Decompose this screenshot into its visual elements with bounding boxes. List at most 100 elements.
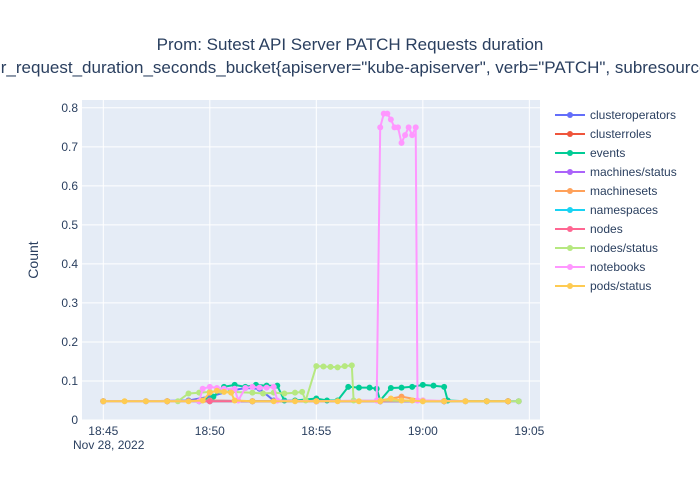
legend-label: clusterroles [590, 127, 651, 141]
data-point-pods-status [505, 398, 512, 405]
data-point-pods-status [409, 397, 416, 404]
legend-swatch-marker [567, 283, 573, 289]
legend-item-nodes-status[interactable]: nodes/status [555, 241, 658, 255]
legend-swatch-marker [567, 188, 573, 194]
data-point-nodes-status [299, 388, 306, 395]
data-point-notebooks [409, 132, 416, 139]
y-tick-label: 0.2 [61, 335, 78, 349]
data-point-events [210, 393, 217, 400]
data-point-notebooks [387, 116, 394, 123]
legend-label: machines/status [590, 165, 677, 179]
series-pods-status [100, 387, 512, 405]
x-tick-label: 19:00 [408, 424, 438, 438]
data-point-notebooks [249, 383, 256, 390]
data-point-pods-status [221, 388, 228, 395]
legend-swatch-marker [567, 226, 573, 232]
data-point-nodes-status [341, 363, 348, 370]
data-point-notebooks [206, 383, 213, 390]
y-tick-label: 0.4 [61, 257, 78, 271]
legend-label: pods/status [590, 279, 651, 293]
data-point-notebooks [231, 385, 238, 392]
data-point-notebooks [256, 384, 263, 391]
chart-subtitle: apiserver_request_duration_seconds_bucke… [0, 58, 700, 77]
legend-item-clusteroperators[interactable]: clusteroperators [555, 108, 676, 122]
y-tick-label: 0.7 [61, 140, 78, 154]
data-point-notebooks [402, 132, 409, 139]
data-point-notebooks [263, 384, 270, 391]
data-point-notebooks [394, 124, 401, 131]
data-point-pods-status [377, 398, 384, 405]
y-tick-label: 0.8 [61, 101, 78, 115]
legend[interactable]: clusteroperators clusterroles events machin… [555, 108, 677, 293]
y-tick-label: 0.5 [61, 218, 78, 232]
legend-item-notebooks[interactable]: notebooks [555, 260, 645, 274]
legend-label: nodes [590, 222, 623, 236]
data-point-notebooks [405, 124, 412, 131]
y-tick-label: 0.1 [61, 374, 78, 388]
data-point-nodes-status [185, 390, 192, 397]
plot-area [82, 100, 540, 420]
legend-item-pods-status[interactable]: pods/status [555, 279, 651, 293]
data-point-nodes [206, 398, 213, 405]
data-point-nodes-status [320, 363, 327, 370]
legend-label: notebooks [590, 260, 645, 274]
data-point-pods-status [249, 398, 256, 405]
data-point-nodes-status [334, 364, 341, 371]
data-point-pods-status [398, 397, 405, 404]
data-point-pods-status [483, 398, 490, 405]
data-point-events [345, 383, 352, 390]
data-point-pods-status [270, 398, 277, 405]
data-point-pods-status [164, 398, 171, 405]
data-point-notebooks [377, 124, 384, 131]
data-point-notebooks [199, 385, 206, 392]
data-point-notebooks [412, 124, 419, 131]
series-layer [100, 110, 522, 405]
legend-item-clusterroles[interactable]: clusterroles [555, 127, 651, 141]
legend-item-namespaces[interactable]: namespaces [555, 203, 658, 217]
data-point-notebooks [398, 139, 405, 146]
y-tick-label: 0 [71, 413, 78, 427]
legend-item-events[interactable]: events [555, 146, 625, 160]
data-point-events [355, 384, 362, 391]
data-point-notebooks [270, 383, 277, 390]
legend-label: clusteroperators [590, 108, 676, 122]
x-tick-label: 19:05 [514, 424, 544, 438]
legend-swatch-marker [567, 169, 573, 175]
x-axis-date-label: Nov 28, 2022 [73, 438, 145, 452]
legend-label: events [590, 146, 625, 160]
legend-item-machinesets[interactable]: machinesets [555, 184, 657, 198]
data-point-events [441, 383, 448, 390]
y-tick-label: 0.3 [61, 296, 78, 310]
data-point-events [398, 384, 405, 391]
data-point-events [366, 384, 373, 391]
data-point-pods-status [206, 389, 213, 396]
data-point-pods-status [313, 398, 320, 405]
legend-item-machines-status[interactable]: machines/status [555, 165, 677, 179]
legend-swatch-marker [567, 245, 573, 251]
data-point-events [430, 382, 437, 389]
data-point-pods-status [185, 398, 192, 405]
data-point-pods-status [462, 398, 469, 405]
data-point-pods-status [228, 389, 235, 396]
legend-swatch-marker [567, 207, 573, 213]
legend-swatch-marker [567, 112, 573, 118]
data-point-pods-status [100, 398, 107, 405]
data-point-nodes-status [292, 389, 299, 396]
data-point-pods-status [292, 398, 299, 405]
y-tick-label: 0.6 [61, 179, 78, 193]
data-point-pods-status [121, 398, 128, 405]
data-point-events [409, 383, 416, 390]
x-tick-label: 18:50 [195, 424, 225, 438]
data-point-notebooks [242, 385, 249, 391]
legend-item-nodes[interactable]: nodes [555, 222, 623, 236]
x-tick-label: 18:55 [301, 424, 331, 438]
tick-layer: 0 0.1 0.2 0.3 0.4 0.5 0.6 0.7 0.8 18:45 18:50 18:55… [61, 101, 544, 438]
data-point-notebooks [384, 110, 391, 117]
data-point-events [387, 385, 394, 391]
data-point-nodes-status [515, 398, 522, 405]
legend-label: machinesets [590, 184, 657, 198]
x-tick-label: 18:45 [88, 424, 118, 438]
y-axis-label: Count [25, 241, 41, 278]
legend-swatch-marker [567, 131, 573, 137]
